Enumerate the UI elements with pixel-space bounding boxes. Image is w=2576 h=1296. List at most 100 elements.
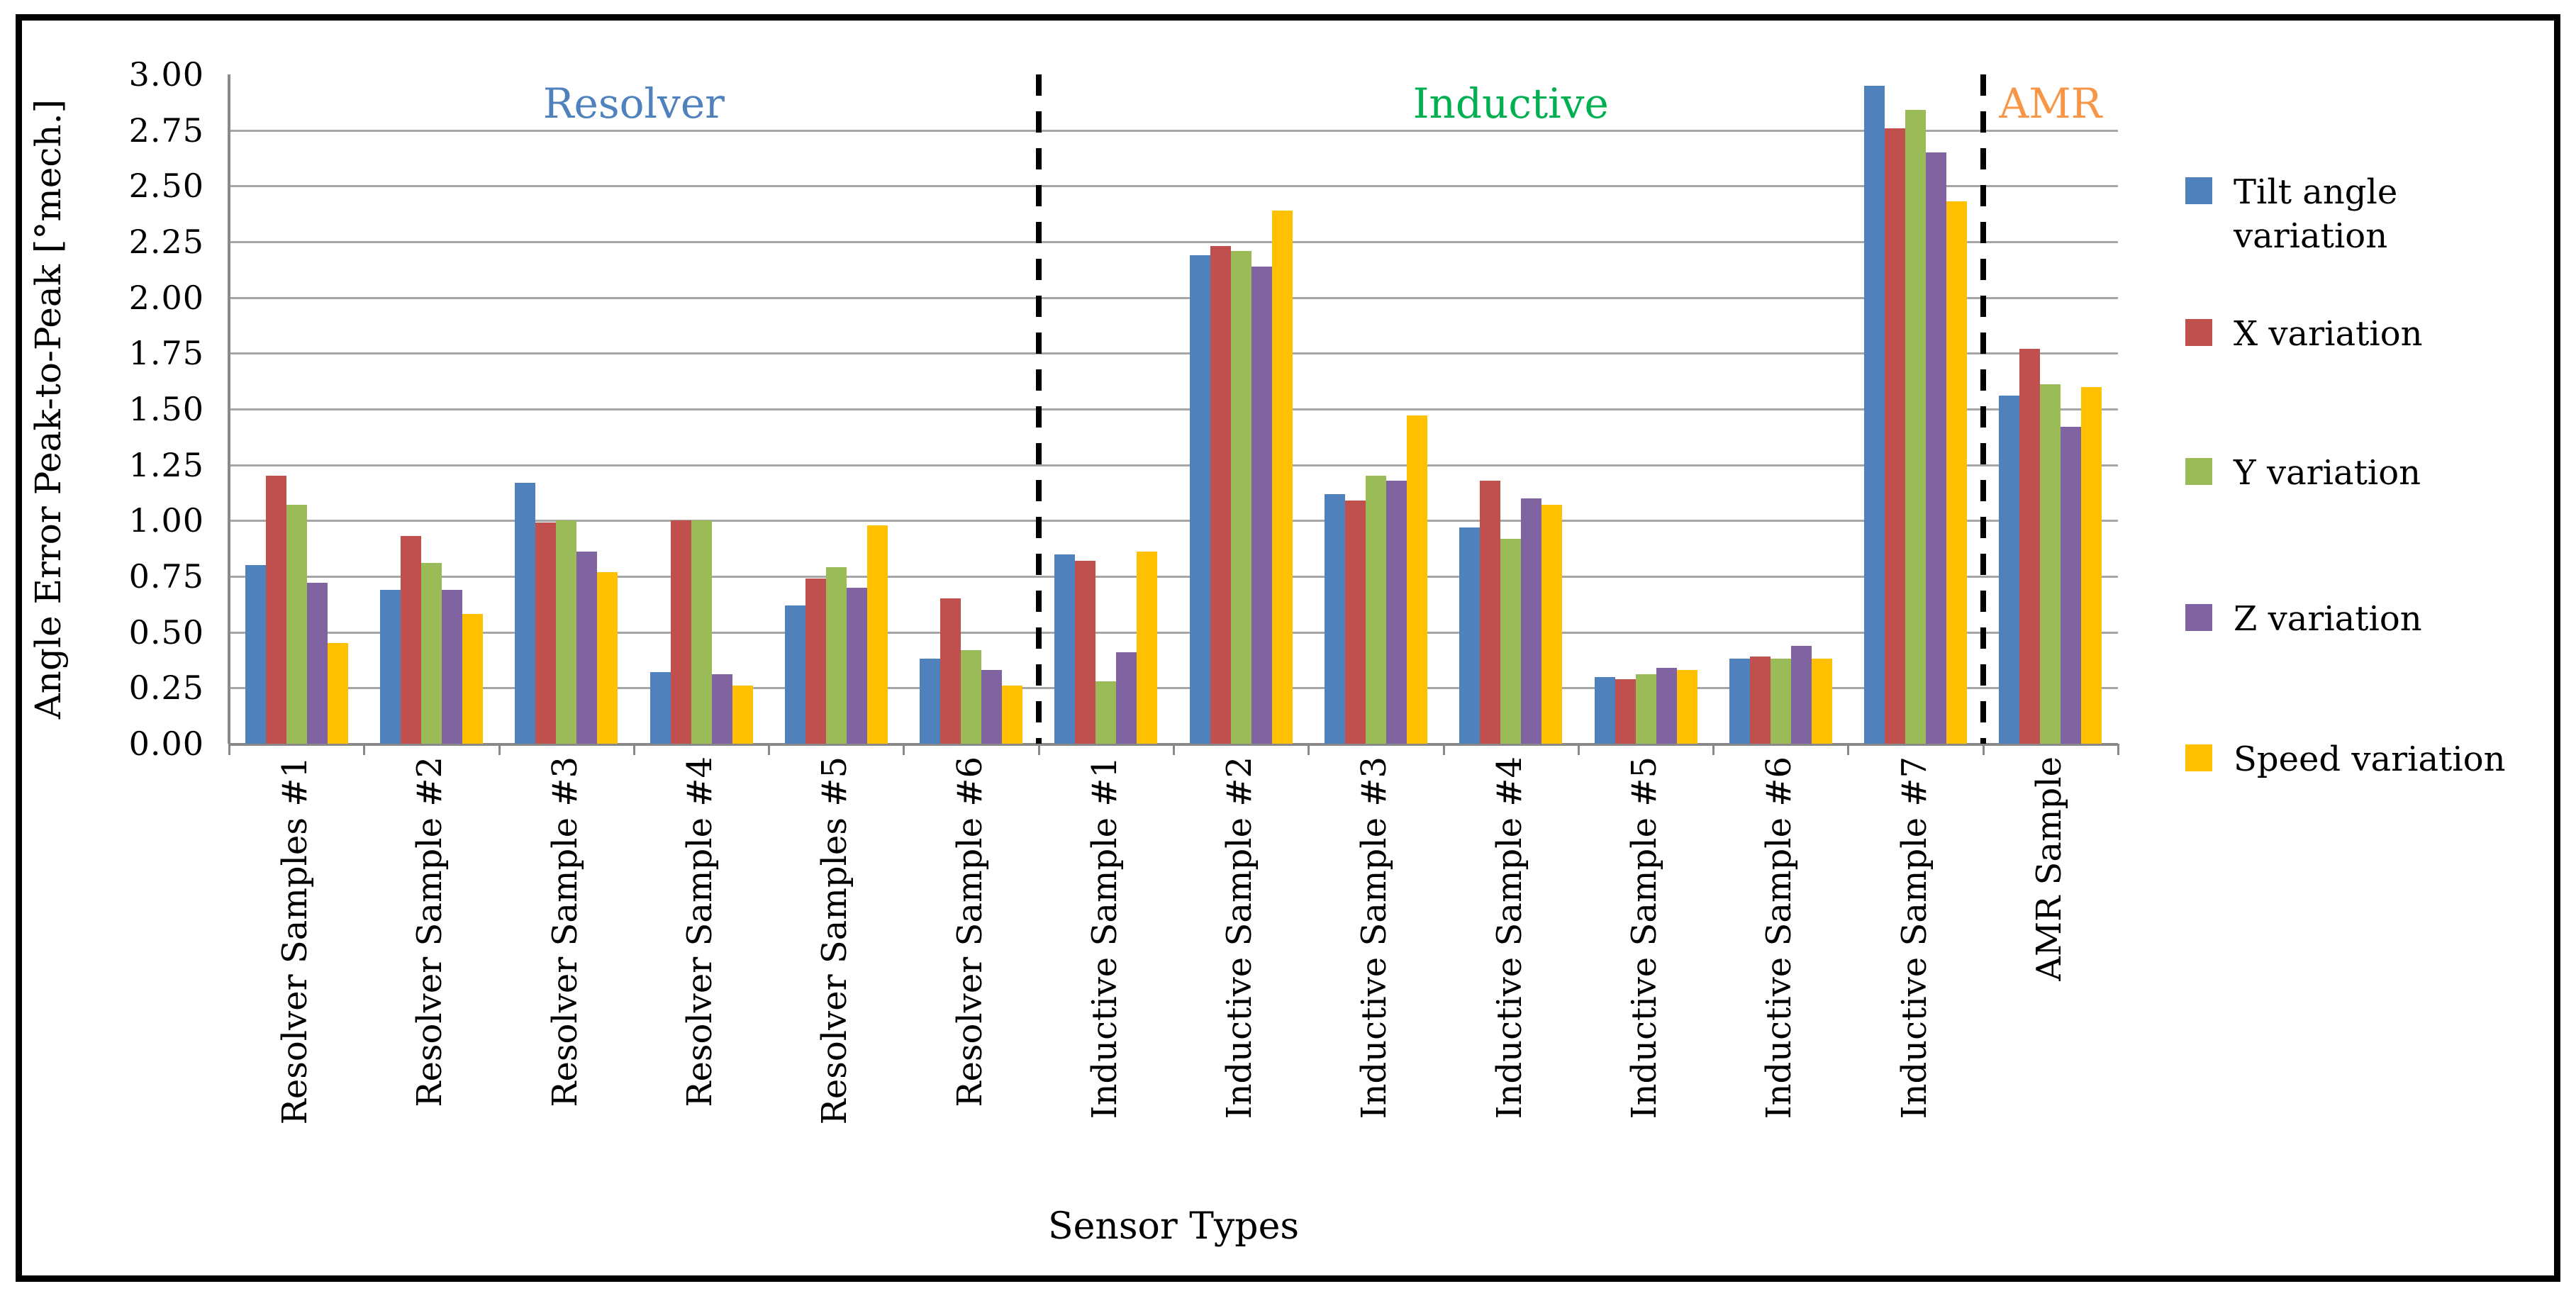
bar-speed-variation [1946,201,1968,744]
category-label: Inductive Sample #5 [1624,756,1664,1119]
bar-tilt-angle-variation [1189,255,1210,744]
bar-x-variation [805,579,826,744]
legend-item: Tilt angle variation [2185,170,2519,259]
bar-x-variation [1480,480,1501,744]
bar-y-variation [1500,538,1522,744]
bar-y-variation [1095,681,1117,744]
bar-tilt-angle-variation [784,605,805,744]
bar-x-variation [2019,349,2041,744]
bar-speed-variation [732,686,753,744]
category-label: Inductive Sample #7 [1894,756,1934,1119]
bar-x-variation [265,476,286,744]
bar-z-variation [1385,480,1407,744]
legend-item: Z variation [2185,597,2422,641]
gridline [229,408,2118,410]
legend-label: X variation [2234,314,2423,354]
legend-swatch [2185,319,2212,346]
bar-speed-variation [1541,505,1563,744]
bar-z-variation [981,670,1003,744]
bar-z-variation [441,589,462,744]
x-tick-mark [1982,744,1985,755]
legend-item: Speed variation [2185,737,2506,781]
y-tick-label: 2.00 [128,278,204,317]
bar-x-variation [670,520,691,744]
bar-z-variation [1656,668,1677,744]
category-label: Inductive Sample #4 [1489,756,1529,1119]
bar-speed-variation [597,571,618,744]
bar-speed-variation [1137,552,1158,744]
gridline [229,576,2118,578]
bar-x-variation [940,598,961,744]
bar-y-variation [691,520,712,744]
legend-label: Z variation [2234,599,2422,639]
bar-speed-variation [1002,686,1023,744]
y-axis-title-text: Angle Error Peak-to-Peak [°mech.] [28,99,69,720]
legend-label: Tilt angle variation [2234,172,2398,257]
category-label: Resolver Sample #3 [545,756,585,1107]
bar-tilt-angle-variation [379,589,401,744]
x-tick-mark [2117,744,2119,755]
section-label-inductive: Inductive [1412,79,1609,128]
bar-tilt-angle-variation [515,482,536,744]
legend-item: Y variation [2185,451,2421,495]
x-tick-mark [1712,744,1715,755]
gridline [229,129,2118,132]
bar-speed-variation [2081,386,2102,744]
bar-x-variation [1344,501,1366,744]
gridline [229,185,2118,188]
legend-swatch [2185,458,2212,485]
bar-x-variation [1749,657,1771,744]
category-label: Resolver Samples #5 [815,756,855,1125]
x-tick-mark [1577,744,1580,755]
y-tick-label: 1.75 [128,334,204,373]
bar-tilt-angle-variation [1459,527,1481,744]
bar-x-variation [400,536,421,744]
legend-swatch [2185,604,2212,631]
bar-y-variation [1230,250,1251,744]
gridline [229,296,2118,299]
y-tick-label: 1.50 [128,390,204,428]
gridline [229,687,2118,690]
bar-y-variation [825,567,847,744]
bar-z-variation [1251,266,1272,744]
bar-z-variation [1790,645,1812,744]
y-tick-label: 2.75 [128,111,204,150]
y-tick-label: 0.25 [128,669,204,708]
bar-y-variation [420,563,442,744]
x-tick-mark [228,744,230,755]
bar-speed-variation [327,643,348,744]
bar-speed-variation [462,614,483,744]
category-label: Resolver Sample #2 [410,756,450,1107]
bar-tilt-angle-variation [1729,659,1750,744]
y-tick-label: 1.25 [128,445,204,484]
legend-item: X variation [2185,312,2423,356]
bar-tilt-angle-variation [1054,554,1076,744]
x-tick-mark [498,744,501,755]
category-label: Resolver Samples #1 [275,756,316,1125]
bar-speed-variation [1676,670,1697,744]
bar-y-variation [286,505,307,744]
bar-speed-variation [1406,415,1427,744]
x-tick-mark [768,744,771,755]
bar-y-variation [1905,110,1927,744]
bar-y-variation [961,649,982,744]
bar-tilt-angle-variation [1999,396,2020,744]
section-label-resolver: Resolver [542,79,725,128]
bar-z-variation [1116,652,1137,744]
bar-y-variation [2040,384,2061,744]
bar-x-variation [1885,128,1906,744]
bar-x-variation [1075,560,1096,744]
legend-label: Speed variation [2234,739,2506,779]
bar-tilt-angle-variation [920,659,941,744]
category-label: Inductive Sample #2 [1220,756,1260,1119]
x-axis-title: Sensor Types [1047,1205,1300,1248]
gridline [229,631,2118,634]
bar-z-variation [711,674,732,744]
category-label: AMR Sample [2029,756,2069,981]
gridline [229,352,2118,355]
y-tick-label: 2.25 [128,223,204,261]
bar-x-variation [535,523,557,744]
y-tick-label: 1.00 [128,501,204,540]
gridline [229,520,2118,523]
category-label: Resolver Sample #4 [680,756,720,1107]
